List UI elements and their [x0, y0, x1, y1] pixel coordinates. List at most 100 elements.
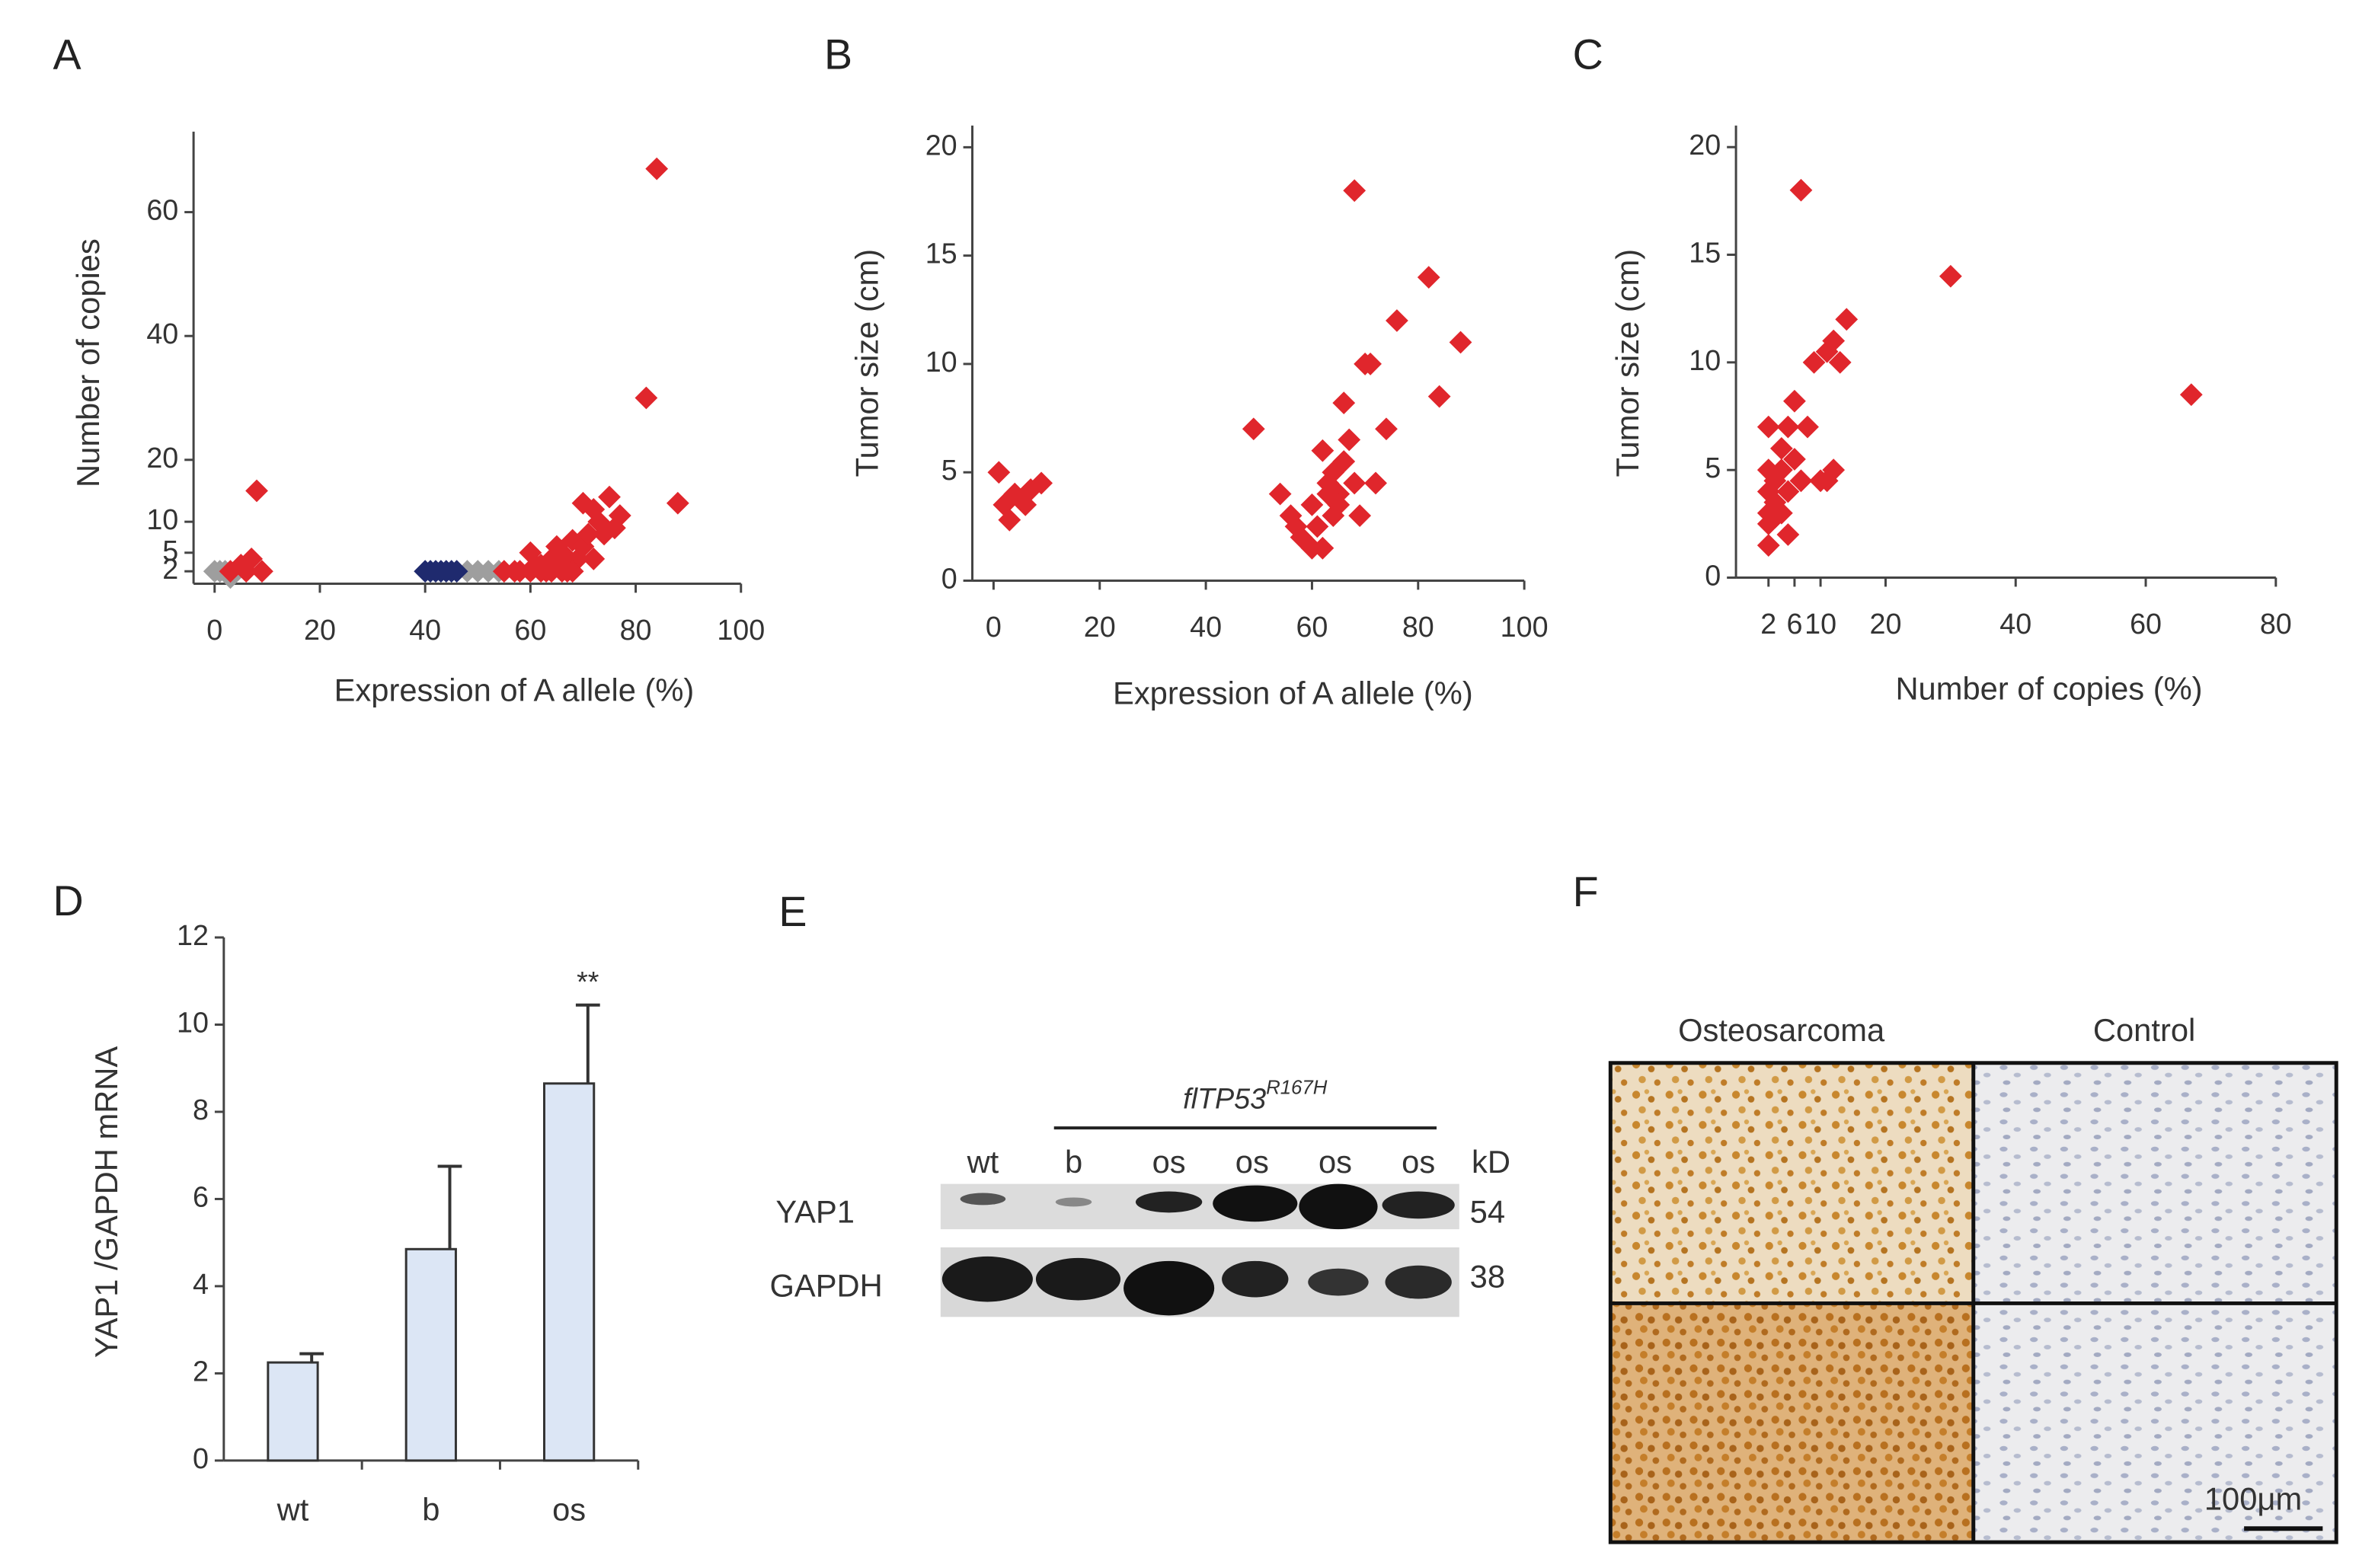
lane-label: os [1152, 1144, 1186, 1180]
panel-letter: D [53, 877, 83, 925]
bar [404, 1247, 457, 1462]
y-tick-label: 12 [177, 919, 209, 951]
y-tick-label: 5 [1705, 452, 1721, 484]
point [555, 560, 579, 583]
x-tick-label: 80 [1402, 611, 1434, 643]
y-tick-label: 20 [146, 442, 178, 474]
lane-label: os [1235, 1144, 1269, 1180]
point [645, 157, 669, 180]
point [1427, 385, 1451, 408]
y-tick-label: 20 [1689, 129, 1721, 161]
y-tick-label: 0 [941, 562, 957, 594]
y-tick-label: 4 [193, 1268, 209, 1300]
x-tick-label: 100 [717, 614, 765, 646]
row-size: 54 [1470, 1193, 1505, 1229]
x-tick-label: 20 [304, 614, 336, 646]
x-tick-label: os [552, 1491, 586, 1527]
header-sup: R167H [1266, 1077, 1328, 1098]
column-label: Osteosarcoma [1678, 1012, 1885, 1048]
bar [267, 1361, 319, 1462]
unit: kD [1472, 1144, 1510, 1180]
point [1763, 506, 1787, 529]
x-axis-label: Number of copies (%) [1895, 670, 2202, 706]
point [666, 491, 689, 515]
x-tick-label: 80 [2260, 608, 2292, 640]
y-tick-label: 10 [177, 1006, 209, 1038]
point [1386, 309, 1408, 332]
panel-letter: C [1573, 30, 1603, 78]
y-axis-label: YAP1 /GAPDH mRNA [88, 1046, 124, 1358]
y-tick-label: 8 [193, 1094, 209, 1126]
point [219, 560, 242, 583]
x-tick-label: b [422, 1491, 440, 1527]
x-tick-label: 20 [1084, 611, 1116, 643]
x-tick-label: 2 [1760, 608, 1776, 640]
annotation: ** [577, 966, 599, 998]
y-axis-label: Tumor size (cm) [1609, 249, 1645, 477]
header-main: flTP53 [1183, 1082, 1266, 1114]
point [1348, 504, 1372, 528]
y-tick-label: 10 [146, 503, 178, 535]
point [245, 479, 268, 503]
x-axis-label: Expression of A allele (%) [1113, 675, 1473, 711]
x-tick-label: 40 [409, 614, 441, 646]
y-tick-label: 15 [1689, 236, 1721, 268]
point [1828, 350, 1852, 374]
panel-letter: B [824, 30, 852, 78]
x-tick-label: 60 [1296, 611, 1328, 643]
y-axis-label: Number of copies [70, 238, 106, 487]
panel-letter: F [1573, 868, 1599, 915]
x-tick-label: 20 [1870, 608, 1902, 640]
x-tick-label: wt [276, 1491, 309, 1527]
y-tick-label: 40 [146, 318, 178, 350]
x-tick-label: 6 [1786, 608, 1802, 640]
x-tick-label: 60 [2130, 608, 2162, 640]
lane-label: os [1319, 1144, 1352, 1180]
point [1268, 482, 1292, 506]
x-tick-label: 80 [620, 614, 652, 646]
point [1300, 493, 1324, 516]
point [1756, 415, 1780, 439]
y-tick-label: 60 [146, 194, 178, 226]
x-tick-label: 60 [514, 614, 546, 646]
scale-label: 100μm [2204, 1481, 2302, 1517]
x-tick-label: 40 [1190, 611, 1222, 643]
y-tick-label: 20 [925, 129, 957, 161]
point [1796, 415, 1819, 439]
point [1835, 308, 1859, 331]
point [2179, 383, 2203, 407]
point [1776, 415, 1800, 439]
y-tick-label: 15 [925, 238, 957, 270]
y-tick-label: 0 [193, 1442, 209, 1474]
y-tick-label: 5 [941, 454, 957, 486]
point [1332, 391, 1356, 415]
y-tick-label: 6 [193, 1180, 209, 1212]
x-tick-label: 0 [986, 611, 1002, 643]
point [1375, 417, 1398, 441]
point [1756, 534, 1780, 557]
point [1242, 417, 1265, 441]
y-axis-label: Tumor size (cm) [849, 249, 885, 477]
point [1332, 450, 1356, 473]
point [1311, 439, 1335, 462]
point [1783, 389, 1806, 413]
point [598, 485, 621, 509]
point [1417, 266, 1440, 289]
y-tick-label: 0 [1705, 559, 1721, 591]
point [1338, 428, 1361, 452]
column-label: Control [2093, 1012, 2195, 1048]
x-axis-label: Expression of A allele (%) [334, 672, 695, 707]
point [1364, 471, 1387, 495]
point [1939, 264, 1962, 288]
row-name: GAPDH [769, 1268, 882, 1304]
lane-label: wt [967, 1144, 999, 1180]
blot-image [940, 1183, 1459, 1317]
x-tick-label: 40 [1999, 608, 2031, 640]
row-name: YAP1 [775, 1193, 855, 1229]
point [235, 560, 258, 583]
x-tick-label: 0 [206, 614, 222, 646]
lane-label: b [1065, 1144, 1082, 1180]
x-tick-label: 100 [1501, 611, 1549, 643]
lane-label: os [1402, 1144, 1435, 1180]
